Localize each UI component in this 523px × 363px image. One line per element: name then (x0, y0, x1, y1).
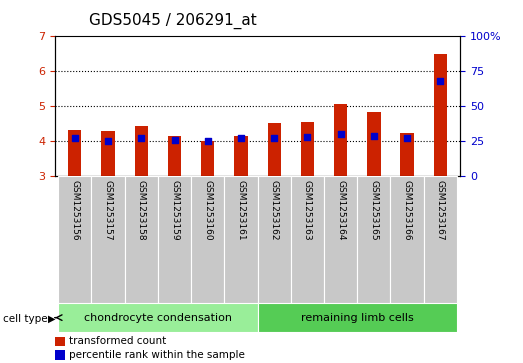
Bar (68, 130, 82, 176)
FancyBboxPatch shape (191, 176, 224, 303)
FancyBboxPatch shape (258, 176, 291, 303)
FancyBboxPatch shape (258, 303, 457, 332)
Bar (234, 136, 247, 176)
Text: cell type: cell type (3, 314, 47, 324)
Point (137, 135, 145, 141)
Point (303, 134, 312, 140)
Bar (55, 350, 65, 360)
Point (436, 78, 445, 84)
FancyBboxPatch shape (58, 303, 258, 332)
Text: GSM1253167: GSM1253167 (436, 180, 445, 241)
Point (203, 138, 212, 144)
Text: GSM1253158: GSM1253158 (137, 180, 146, 241)
Text: remaining limb cells: remaining limb cells (301, 313, 414, 323)
FancyBboxPatch shape (92, 176, 124, 303)
Text: GSM1253156: GSM1253156 (71, 180, 79, 241)
Point (403, 135, 411, 141)
Text: GSM1253162: GSM1253162 (270, 180, 279, 240)
Bar (268, 123, 281, 176)
Point (270, 135, 278, 141)
Bar (101, 131, 115, 176)
Bar (201, 141, 214, 176)
FancyBboxPatch shape (158, 176, 191, 303)
Text: GSM1253166: GSM1253166 (403, 180, 412, 241)
FancyBboxPatch shape (58, 176, 92, 303)
Bar (55, 337, 65, 346)
Bar (134, 126, 148, 176)
Text: percentile rank within the sample: percentile rank within the sample (69, 350, 245, 360)
Point (336, 131, 345, 137)
FancyBboxPatch shape (124, 176, 158, 303)
FancyBboxPatch shape (224, 176, 258, 303)
FancyBboxPatch shape (357, 176, 391, 303)
Bar (334, 105, 347, 176)
Bar (434, 54, 447, 176)
Text: GDS5045 / 206291_at: GDS5045 / 206291_at (89, 13, 256, 29)
Bar (367, 113, 381, 176)
Bar (301, 122, 314, 176)
Text: GSM1253159: GSM1253159 (170, 180, 179, 241)
Text: GSM1253160: GSM1253160 (203, 180, 212, 241)
Bar (168, 136, 181, 176)
Text: GSM1253163: GSM1253163 (303, 180, 312, 241)
Text: chondrocyte condensation: chondrocyte condensation (84, 313, 232, 323)
FancyBboxPatch shape (391, 176, 424, 303)
Text: GSM1253157: GSM1253157 (104, 180, 112, 241)
Text: GSM1253165: GSM1253165 (369, 180, 378, 241)
Text: ▶: ▶ (48, 314, 55, 324)
FancyBboxPatch shape (324, 176, 357, 303)
Bar (401, 134, 414, 176)
Point (370, 132, 378, 138)
Point (170, 137, 179, 143)
Text: transformed count: transformed count (69, 336, 166, 346)
Text: GSM1253164: GSM1253164 (336, 180, 345, 240)
Point (237, 135, 245, 141)
Point (71, 135, 79, 141)
Point (104, 138, 112, 144)
FancyBboxPatch shape (291, 176, 324, 303)
Text: GSM1253161: GSM1253161 (236, 180, 245, 241)
FancyBboxPatch shape (424, 176, 457, 303)
